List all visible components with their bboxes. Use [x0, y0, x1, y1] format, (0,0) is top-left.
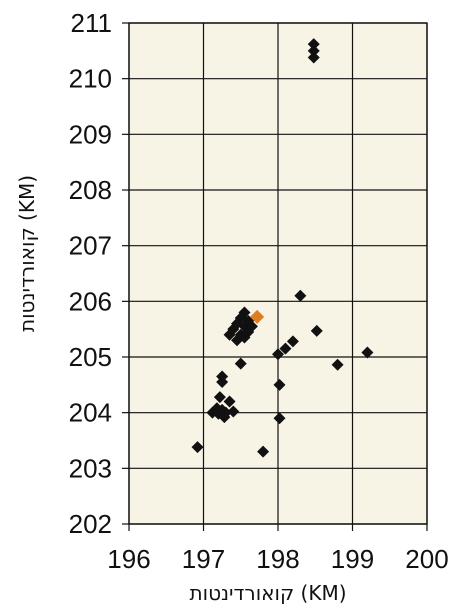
data-point — [307, 38, 320, 51]
data-point — [310, 324, 323, 337]
y-tick-label: 211 — [71, 8, 112, 38]
data-point — [273, 412, 286, 425]
data-point — [191, 441, 204, 454]
data-point — [272, 348, 284, 361]
data-point — [216, 376, 229, 389]
data-point — [286, 335, 299, 348]
data-point — [234, 357, 247, 370]
y-tick-label: 206 — [69, 286, 112, 316]
highlighted-data-point — [250, 309, 265, 324]
data-point — [206, 406, 219, 419]
y-tick-label: 205 — [69, 342, 112, 372]
x-tick-label: 198 — [256, 544, 299, 574]
x-axis-title: קואורדינטות (KM) — [189, 581, 346, 605]
x-tick-label: 197 — [182, 544, 225, 574]
data-point — [294, 289, 307, 302]
y-tick-label: 202 — [69, 509, 112, 539]
data-points — [191, 38, 374, 458]
data-point — [279, 342, 292, 355]
data-point — [234, 328, 247, 341]
data-point — [223, 395, 236, 408]
y-tick-label: 207 — [69, 231, 112, 261]
data-point — [331, 358, 344, 371]
x-tick-label: 199 — [331, 544, 374, 574]
data-point — [273, 378, 286, 391]
y-tick-label: 209 — [69, 119, 112, 149]
data-point — [223, 328, 236, 341]
y-tick-label: 204 — [69, 398, 112, 428]
y-tick-label: 203 — [69, 453, 112, 483]
data-point — [361, 346, 374, 359]
x-tick-label: 200 — [405, 544, 448, 574]
data-point — [257, 445, 270, 458]
y-axis-title: קואורדינטות (KM) — [15, 175, 39, 332]
tick-labels: 196 197 198 199 200 202 203 204 205 206 207 208 209 2… — [69, 8, 449, 574]
data-point — [213, 391, 226, 404]
axis-ticks — [122, 22, 428, 531]
data-point — [227, 405, 240, 418]
grid — [128, 22, 428, 525]
data-point — [307, 44, 320, 57]
y-tick-label: 210 — [69, 64, 112, 94]
data-point — [307, 51, 320, 64]
x-tick-label: 196 — [107, 544, 150, 574]
y-tick-label: 208 — [69, 175, 112, 205]
